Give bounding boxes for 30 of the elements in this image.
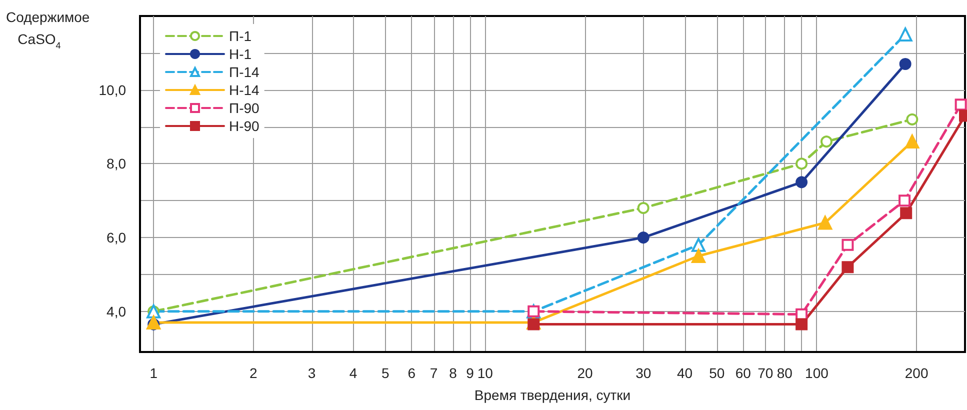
y-tick-label: 10,0: [98, 82, 126, 98]
x-tick-label: 80: [776, 365, 793, 381]
x-tick-label: 5: [381, 365, 390, 381]
x-tick-label: 200: [904, 365, 928, 381]
x-tick-label: 70: [758, 365, 774, 381]
legend-label: П-1: [229, 28, 252, 44]
x-tick-label: 60: [735, 365, 752, 381]
x-tick-label: 1: [150, 365, 158, 381]
legend-label: П-14: [229, 64, 260, 80]
x-tick-label: 7: [430, 365, 438, 381]
legend-label: Н-14: [229, 82, 260, 98]
x-tick-label: 6: [408, 365, 416, 381]
x-tick-label: 4: [349, 365, 358, 381]
legend-label: Н-1: [229, 46, 252, 62]
x-tick-label: 20: [577, 365, 593, 381]
x-tick-label: 3: [308, 365, 316, 381]
x-tick-label: 8: [449, 365, 458, 381]
x-axis-title: Время твердения, сутки: [474, 387, 631, 403]
x-tick-label: 10: [477, 365, 494, 381]
x-tick-label: 30: [636, 365, 652, 381]
y-tick-label: 8,0: [106, 156, 126, 172]
x-tick-label: 50: [709, 365, 725, 381]
y-tick-label: 6,0: [106, 230, 126, 246]
x-tick-label: 2: [249, 365, 258, 381]
x-tick-label: 100: [805, 365, 829, 381]
y-tick-label: 4,0: [106, 303, 126, 320]
legend-label: П-90: [229, 100, 260, 116]
x-tick-label: 40: [676, 365, 693, 381]
x-tick-label: 9: [466, 365, 474, 381]
legend-label: Н-90: [229, 118, 260, 134]
